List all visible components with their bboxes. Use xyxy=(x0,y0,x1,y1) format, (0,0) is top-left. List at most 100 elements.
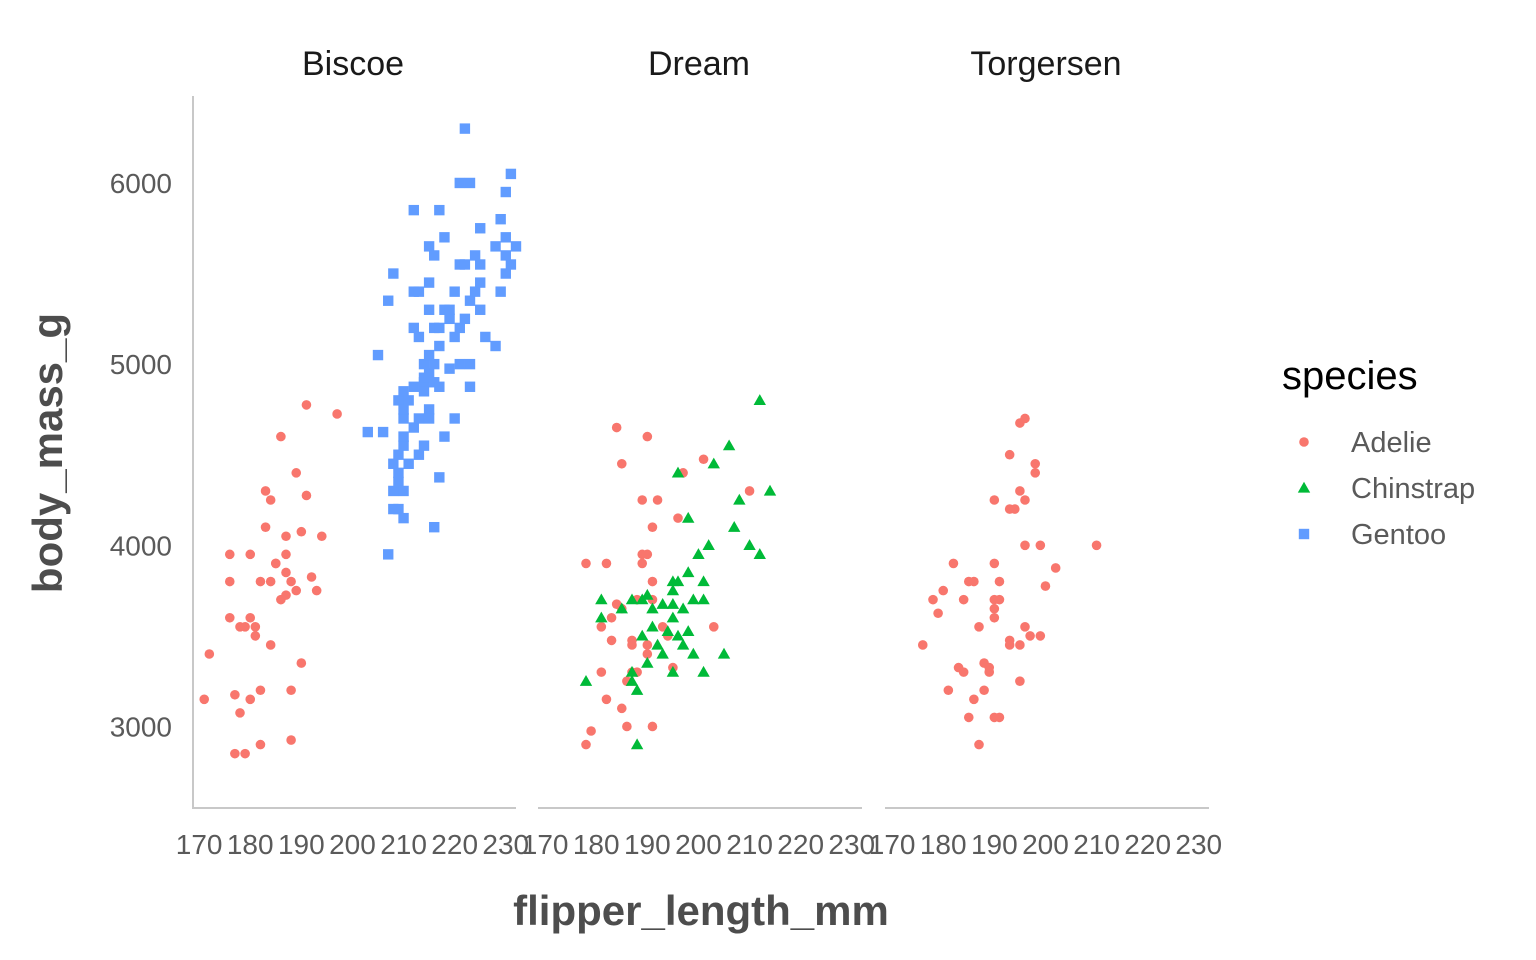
point-adelie xyxy=(1004,449,1015,460)
point-adelie xyxy=(1020,540,1030,551)
point-gentoo xyxy=(413,413,425,424)
point-gentoo xyxy=(464,358,476,370)
point-adelie xyxy=(642,640,653,650)
point-adelie xyxy=(301,490,312,501)
point-gentoo xyxy=(449,286,460,297)
point-gentoo xyxy=(439,431,450,442)
y-tick-label: 6000 xyxy=(110,168,172,199)
point-chinstrap xyxy=(671,466,685,478)
point-adelie xyxy=(657,622,668,632)
point-gentoo xyxy=(398,440,409,451)
point-adelie xyxy=(642,431,653,442)
point-gentoo xyxy=(505,259,517,270)
point-adelie xyxy=(1040,581,1051,591)
x-tick-label: 200 xyxy=(675,829,722,860)
point-gentoo xyxy=(429,250,440,261)
point-adelie xyxy=(286,735,296,745)
point-gentoo xyxy=(469,286,481,297)
point-gentoo xyxy=(459,313,471,325)
point-gentoo xyxy=(500,250,511,261)
point-chinstrap xyxy=(666,584,680,596)
point-chinstrap xyxy=(615,602,628,614)
point-adelie xyxy=(291,468,302,478)
point-gentoo xyxy=(408,204,419,216)
point-gentoo xyxy=(444,363,455,374)
point-adelie xyxy=(601,694,612,705)
point-adelie xyxy=(1035,631,1046,641)
point-adelie xyxy=(943,685,954,696)
point-chinstrap xyxy=(661,625,674,637)
point-chinstrap xyxy=(707,457,720,469)
point-adelie xyxy=(306,572,317,582)
point-adelie xyxy=(1020,622,1030,632)
facet-title: Dream xyxy=(648,45,750,83)
facet-panel-dream: Dream 170 180 190 200 210 220 230 xyxy=(522,45,875,860)
point-adelie xyxy=(230,748,240,759)
point-gentoo xyxy=(454,177,465,189)
point-adelie xyxy=(1035,540,1046,551)
point-chinstrap xyxy=(753,548,766,560)
point-chinstrap xyxy=(641,588,654,600)
point-chinstrap xyxy=(646,620,659,632)
point-adelie xyxy=(647,522,658,532)
point-gentoo xyxy=(464,177,476,189)
point-gentoo xyxy=(475,277,486,288)
point-gentoo xyxy=(510,241,522,252)
x-tick-label: 170 xyxy=(869,829,916,860)
point-adelie xyxy=(316,531,327,542)
point-adelie xyxy=(1030,458,1041,469)
point-gentoo xyxy=(423,404,435,415)
point-chinstrap xyxy=(682,511,695,523)
point-gentoo xyxy=(475,304,486,315)
point-adelie xyxy=(744,486,755,496)
point-gentoo xyxy=(403,395,414,406)
point-adelie xyxy=(332,409,342,419)
point-gentoo xyxy=(398,413,409,424)
point-adelie xyxy=(969,694,979,705)
point-adelie xyxy=(286,685,296,696)
point-chinstrap xyxy=(625,665,639,677)
point-adelie xyxy=(958,594,969,605)
point-adelie xyxy=(586,726,596,736)
point-gentoo xyxy=(408,322,419,334)
x-tick-label: 170 xyxy=(176,829,223,860)
point-adelie xyxy=(245,612,256,623)
point-gentoo xyxy=(413,449,425,460)
point-adelie xyxy=(622,721,632,732)
point-adelie xyxy=(611,422,622,433)
point-chinstrap xyxy=(625,593,639,605)
point-adelie xyxy=(652,495,663,505)
point-adelie xyxy=(204,649,215,659)
point-adelie xyxy=(245,694,256,705)
legend-key-chinstrap xyxy=(1297,481,1311,493)
point-adelie xyxy=(647,576,658,587)
point-chinstrap xyxy=(687,647,700,659)
point-chinstrap xyxy=(595,611,608,623)
point-gentoo xyxy=(377,426,389,438)
point-gentoo xyxy=(475,259,486,270)
x-tick-label: 210 xyxy=(1073,829,1120,860)
point-adelie xyxy=(1009,504,1020,514)
point-adelie xyxy=(698,454,709,465)
point-gentoo xyxy=(423,413,435,424)
point-adelie xyxy=(1030,468,1041,478)
point-adelie xyxy=(1015,676,1025,686)
point-chinstrap xyxy=(682,566,695,578)
point-gentoo xyxy=(434,472,445,483)
point-adelie xyxy=(989,495,1000,505)
point-chinstrap xyxy=(666,611,680,623)
point-adelie xyxy=(637,495,648,505)
legend-entries: Adelie Chinstrap Gentoo xyxy=(1297,427,1475,551)
point-gentoo xyxy=(505,168,517,180)
point-gentoo xyxy=(372,349,384,361)
point-gentoo xyxy=(464,295,476,306)
point-adelie xyxy=(301,400,312,410)
point-adelie xyxy=(1050,563,1061,573)
legend-title: species xyxy=(1282,354,1418,398)
point-chinstrap xyxy=(651,638,664,650)
point-gentoo xyxy=(500,268,511,279)
point-chinstrap xyxy=(671,629,685,641)
facet-panel-torgersen: Torgersen 170 180 190 200 210 220 230 xyxy=(869,45,1222,860)
point-gentoo xyxy=(423,304,435,315)
point-gentoo xyxy=(454,358,465,370)
